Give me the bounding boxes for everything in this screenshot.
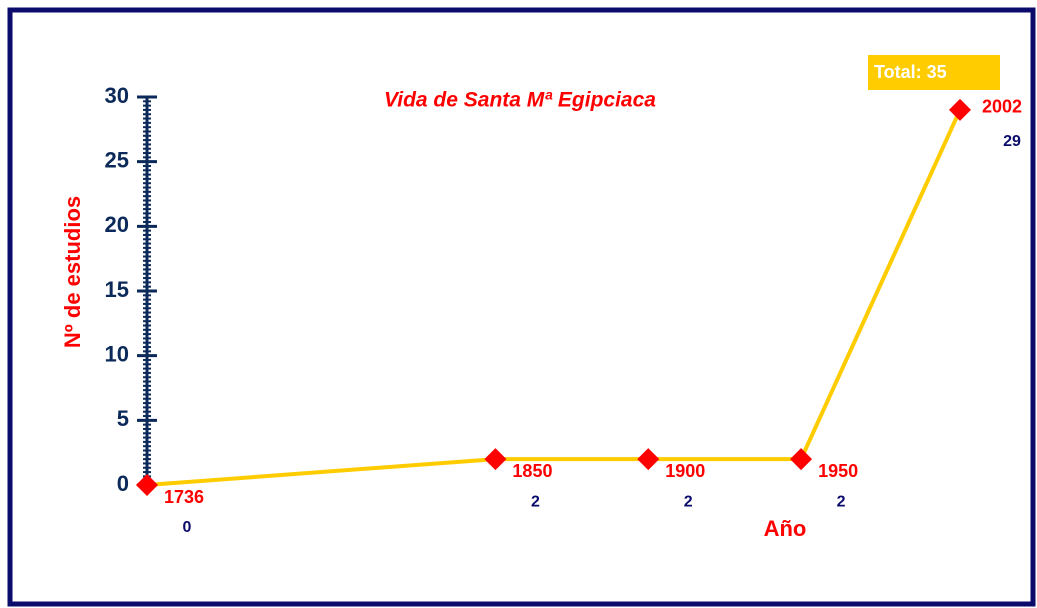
data-label: 2 xyxy=(684,493,693,510)
y-tick-label: 15 xyxy=(105,277,129,302)
point-x-label: 1950 xyxy=(818,461,858,481)
x-axis-label: Año xyxy=(764,516,807,541)
marker xyxy=(790,448,813,471)
y-tick-label: 5 xyxy=(117,406,129,431)
y-tick-label: 30 xyxy=(105,83,129,108)
data-label: 29 xyxy=(1003,133,1021,150)
chart-title: Vida de Santa Mª Egipciaca xyxy=(384,89,656,112)
y-axis-label: Nº de estudios xyxy=(60,196,85,348)
marker xyxy=(136,474,158,496)
point-x-label: 1736 xyxy=(164,487,204,507)
data-label: 2 xyxy=(837,493,846,510)
point-x-label: 1850 xyxy=(512,461,552,481)
marker xyxy=(637,448,660,471)
data-label: 2 xyxy=(531,493,540,510)
data-label: 0 xyxy=(183,519,192,536)
y-tick-label: 10 xyxy=(105,341,129,366)
marker xyxy=(484,448,507,471)
y-tick-label: 25 xyxy=(105,147,129,172)
annotation-box xyxy=(868,55,1000,90)
frame xyxy=(7,7,1036,607)
point-x-label: 2002 xyxy=(982,97,1022,117)
annotation: Total: 35 xyxy=(874,62,947,82)
marker xyxy=(949,98,971,121)
y-tick-label: 20 xyxy=(105,212,129,237)
point-x-label: 1900 xyxy=(665,461,705,481)
y-tick-label: 0 xyxy=(117,471,129,496)
